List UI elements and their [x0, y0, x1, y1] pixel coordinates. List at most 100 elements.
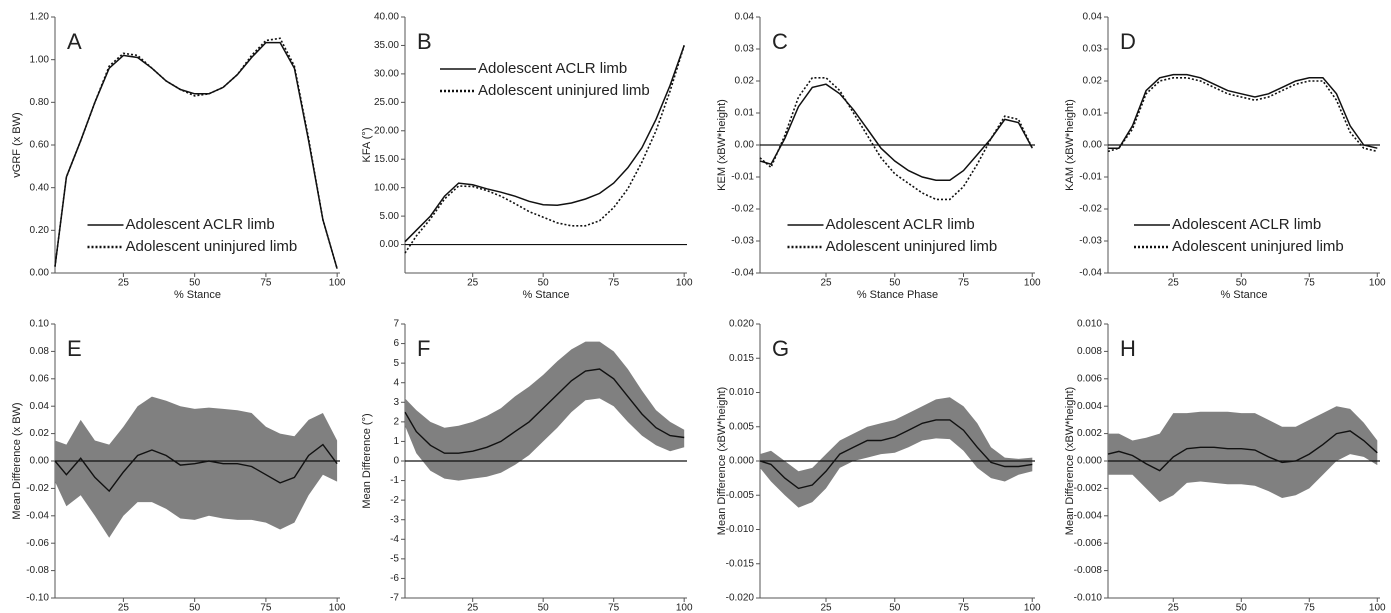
y-axis-title: Mean Difference (°)	[361, 413, 373, 508]
x-tick-label: 50	[1236, 278, 1248, 289]
y-axis-title: KAM (xBW*height)	[1064, 99, 1076, 191]
y-tick-label: 0.10	[30, 319, 50, 330]
x-tick-label: 25	[1168, 278, 1180, 289]
x-tick-label: 100	[1369, 278, 1386, 289]
confidence-band	[55, 396, 338, 538]
y-tick-label: -3	[390, 514, 399, 525]
y-tick-label: -0.005	[726, 490, 755, 501]
y-tick-label: 5	[393, 358, 399, 369]
x-tick-label: 75	[1304, 603, 1316, 613]
panel: 0.04 0.03 0.02 0.01 0.00 -0.01 -0.02 -0.03 -0.04…	[716, 12, 1041, 301]
series-line	[54, 37, 338, 269]
x-tick-label: 50	[889, 278, 901, 289]
y-tick-label: 0.03	[1083, 44, 1103, 55]
y-tick-label: -0.01	[731, 172, 754, 183]
y-tick-label: 1	[393, 436, 399, 447]
mean-line	[54, 443, 338, 493]
x-tick-label: 25	[118, 603, 130, 613]
x-tick-label: 25	[118, 278, 130, 289]
legend-label: Adolescent ACLR limb	[826, 216, 975, 233]
y-tick-label: 0.000	[1077, 456, 1102, 467]
mean-line	[1107, 430, 1378, 472]
y-tick-label: 1.20	[30, 12, 50, 23]
series-line	[1107, 77, 1378, 153]
x-tick-label: 100	[676, 603, 693, 613]
y-tick-label: 0.40	[30, 182, 50, 193]
confidence-band	[1108, 406, 1378, 503]
y-axis-title: Mean Difference (xBW*height)	[716, 387, 728, 535]
y-tick-label: -6	[390, 573, 399, 584]
y-tick-label: 15.00	[374, 154, 399, 165]
series-line	[404, 45, 685, 254]
y-tick-label: 0.002	[1077, 428, 1102, 439]
y-tick-label: 10.00	[374, 182, 399, 193]
y-tick-label: 0.015	[729, 353, 754, 364]
legend-label: Adolescent uninjured limb	[126, 238, 298, 255]
x-tick-label: 25	[1168, 603, 1180, 613]
y-tick-label: -0.002	[1074, 483, 1103, 494]
y-tick-label: 0.00	[30, 456, 50, 467]
x-tick-label: 50	[889, 603, 901, 613]
y-tick-label: -0.004	[1074, 510, 1103, 521]
x-axis-title: % Stance Phase	[857, 289, 938, 301]
y-tick-label: 40.00	[374, 12, 399, 23]
mean-line	[759, 419, 1033, 490]
mean-line	[404, 368, 685, 454]
y-axis-title: Mean Difference (x BW)	[11, 402, 23, 519]
y-axis-title: KEM (xBW*height)	[716, 99, 728, 191]
legend-label: Adolescent uninjured limb	[478, 82, 650, 99]
x-tick-label: 75	[608, 603, 620, 613]
legend-label: Adolescent ACLR limb	[126, 216, 275, 233]
panel: 0.010 0.008 0.006 0.004 0.002 0.000 -0.002 -0.0…	[1064, 319, 1386, 613]
y-axis-title: vGRF (x BW)	[11, 112, 23, 177]
x-tick-label: 75	[958, 603, 970, 613]
panel-letter: C	[772, 29, 788, 54]
y-tick-label: 0.008	[1077, 346, 1102, 357]
y-tick-label: 0.020	[729, 319, 754, 330]
panel-letter: B	[417, 29, 432, 54]
y-tick-label: 0.00	[380, 239, 400, 250]
confidence-band	[760, 397, 1033, 508]
y-tick-label: 7	[393, 319, 399, 330]
y-tick-label: 0.00	[30, 268, 50, 279]
y-tick-label: -0.010	[726, 524, 755, 535]
legend-label: Adolescent ACLR limb	[478, 60, 627, 77]
x-tick-label: 100	[1024, 278, 1041, 289]
y-tick-label: -0.03	[1079, 236, 1102, 247]
y-tick-label: -0.01	[1079, 172, 1102, 183]
x-tick-label: 50	[1236, 603, 1248, 613]
y-tick-label: 30.00	[374, 69, 399, 80]
y-tick-label: -0.02	[731, 204, 754, 215]
y-tick-label: 0.010	[729, 387, 754, 398]
y-tick-label: -2	[390, 495, 399, 506]
y-tick-label: -0.04	[26, 510, 49, 521]
y-tick-label: 2	[393, 416, 399, 427]
panel-letter: D	[1120, 29, 1136, 54]
x-tick-label: 25	[820, 603, 832, 613]
x-tick-label: 100	[676, 278, 693, 289]
x-tick-label: 75	[1304, 278, 1316, 289]
y-tick-label: -1	[390, 475, 399, 486]
y-tick-label: 4	[393, 377, 399, 388]
confidence-band	[405, 341, 685, 481]
y-tick-label: 0.06	[30, 373, 50, 384]
y-tick-label: 0.004	[1077, 401, 1102, 412]
y-axis-title: KFA (°)	[361, 128, 373, 163]
y-tick-label: 1.00	[30, 54, 50, 65]
y-tick-label: 0.08	[30, 346, 50, 357]
x-tick-label: 50	[538, 603, 550, 613]
series-line	[404, 45, 685, 243]
y-tick-label: 0.04	[1083, 12, 1103, 23]
y-tick-label: 0.03	[735, 44, 755, 55]
y-tick-label: 0.60	[30, 140, 50, 151]
y-tick-label: 0.006	[1077, 373, 1102, 384]
x-tick-label: 25	[820, 278, 832, 289]
legend-label: Adolescent uninjured limb	[1172, 238, 1344, 255]
y-tick-label: -0.008	[1074, 565, 1103, 576]
x-tick-label: 100	[329, 603, 346, 613]
y-tick-label: -0.02	[1079, 204, 1102, 215]
series-line	[1108, 73, 1378, 149]
y-tick-label: -0.10	[26, 593, 49, 604]
